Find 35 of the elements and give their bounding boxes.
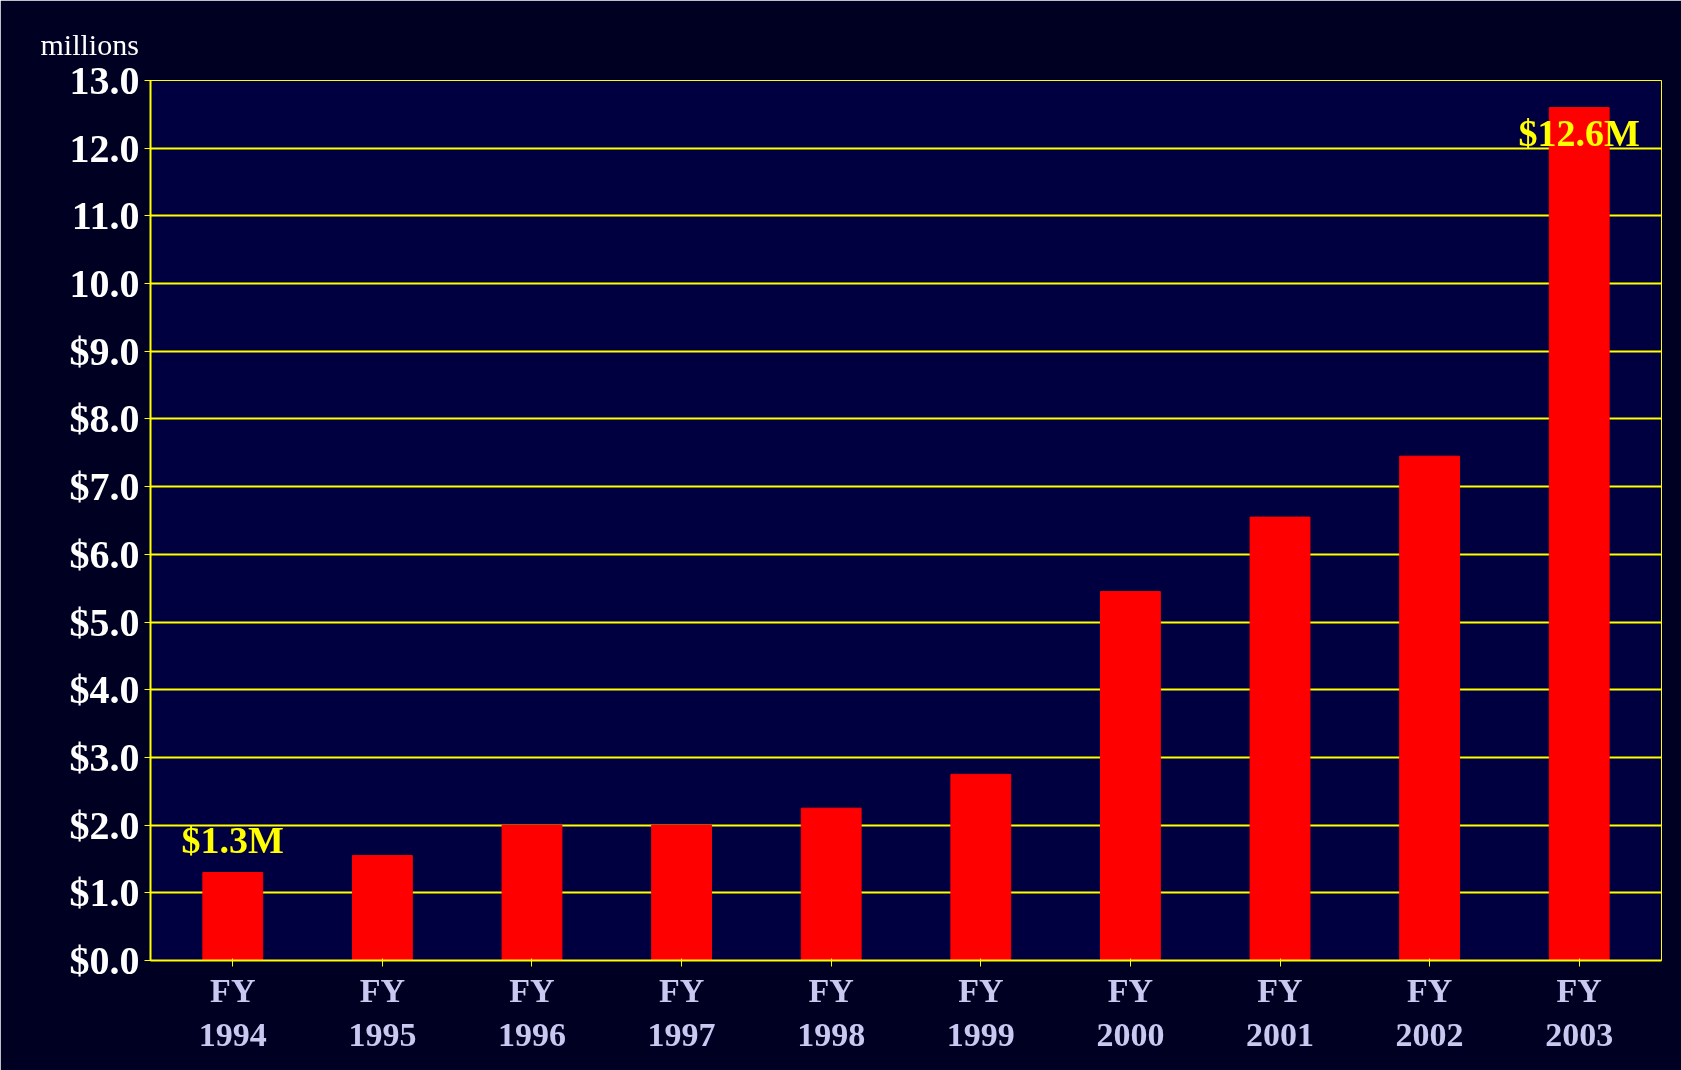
y-axis-title: millions: [40, 27, 139, 61]
y-tick-label: 13.0: [69, 58, 140, 103]
y-tick-label: $5.0: [69, 599, 140, 645]
bar: [202, 872, 264, 961]
y-tick-label: $0.0: [69, 938, 140, 983]
x-tick-label: FY 1999: [946, 971, 1015, 1053]
x-tick-label: FY 1997: [647, 971, 716, 1053]
bar: [351, 855, 413, 961]
data-label: $1.3M: [181, 818, 284, 861]
x-tick-label: FY 1994: [198, 971, 267, 1053]
bar: [501, 824, 563, 961]
y-tick-label: 11.0: [71, 193, 140, 239]
y-tick-label: $9.0: [69, 328, 140, 374]
bar: [1399, 455, 1461, 961]
x-tick-label: FY 1996: [497, 971, 566, 1053]
x-tick-label: FY 2001: [1246, 971, 1315, 1053]
y-tick-label: $4.0: [69, 667, 140, 713]
y-tick-label: 12.0: [69, 125, 140, 171]
bar: [1099, 591, 1161, 961]
bar: [800, 807, 862, 961]
y-tick-label: $7.0: [69, 464, 140, 510]
y-tick-label: $3.0: [69, 734, 140, 780]
y-tick-label: $6.0: [69, 531, 140, 577]
y-tick-label: $8.0: [69, 396, 140, 442]
x-tick-label: FY 1998: [797, 971, 866, 1053]
y-tick-label: $2.0: [69, 802, 140, 848]
x-tick-label: FY 1995: [348, 971, 417, 1053]
y-tick-label: 10.0: [69, 261, 140, 307]
bar: [651, 824, 713, 961]
x-tick-label: FY 2003: [1545, 971, 1614, 1053]
y-tick-label: $1.0: [69, 870, 140, 916]
bar: [950, 773, 1012, 961]
bar: [1249, 516, 1311, 961]
x-tick-label: FY 2000: [1096, 971, 1165, 1053]
x-tick-label: FY 2002: [1395, 971, 1464, 1053]
